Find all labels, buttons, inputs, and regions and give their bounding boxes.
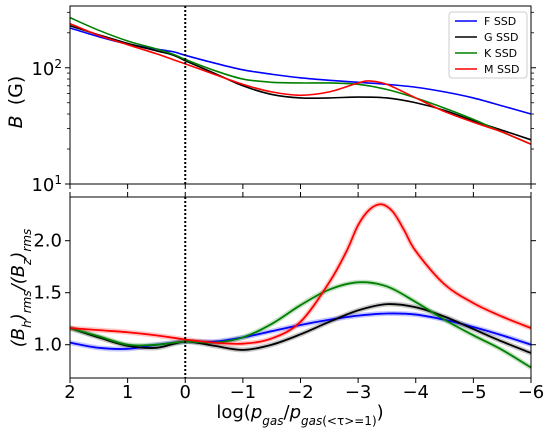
top-ylabel: B (G)	[5, 76, 27, 129]
legend-label-f-ssd: F SSD	[484, 15, 516, 28]
bottom-xtick-label: 1	[122, 382, 133, 403]
top-series-lines	[69, 16, 532, 145]
legend: F SSD G SSD K SSD M SSD	[448, 11, 528, 79]
bottom-xtick-label: −6	[518, 382, 545, 403]
top-line-m-ssd	[69, 22, 532, 145]
bottom-ytick-label: 1.0	[33, 335, 62, 356]
top-ticks: 101 102	[31, 11, 536, 196]
top-ytick-label: 102	[31, 57, 62, 80]
bottom-line-g-ssd	[69, 303, 532, 354]
bottom-frame	[69, 196, 532, 379]
bottom-xtick-label: −2	[287, 382, 314, 403]
bottom-xtick-label: −4	[402, 382, 429, 403]
bottom-xtick-label: −5	[460, 382, 487, 403]
top-line-g-ssd	[69, 24, 532, 141]
bottom-xtick-label: 2	[64, 382, 75, 403]
legend-label-k-ssd: K SSD	[484, 47, 517, 60]
top-frame	[69, 5, 532, 185]
legend-box	[448, 11, 528, 79]
top-ylabel-unit: (G)	[5, 76, 27, 106]
bottom-ytick-label: 1.5	[33, 283, 62, 304]
bottom-line-m-ssd	[69, 203, 532, 345]
bottom-series-lines	[69, 203, 532, 369]
bottom-xtick-label: −3	[345, 382, 372, 403]
bottom-panel: 1.01.52.02 1 0 −1 −2 −3 −4 −5 −6 (Bh)rms/(Bz)rms…	[8, 192, 544, 428]
bottom-xtick-label: 0	[180, 382, 191, 403]
legend-label-m-ssd: M SSD	[484, 63, 519, 76]
top-ylabel-main: B	[5, 115, 27, 128]
bottom-line-k-ssd	[69, 281, 532, 369]
top-ytick-label: 101	[31, 173, 62, 196]
bottom-xtick-label: −1	[230, 382, 257, 403]
top-line-k-ssd	[69, 16, 532, 145]
bottom-ticks: 1.0 1.5 2.0 2 1 0 −1 −2 −3 −4 −5 −6	[33, 192, 544, 403]
top-panel: 101 102 F SSD G SSD K SSD M SSD B (G)	[5, 5, 536, 196]
bottom-ytick-label: 2.0	[33, 231, 62, 252]
legend-label-g-ssd: G SSD	[484, 31, 518, 44]
